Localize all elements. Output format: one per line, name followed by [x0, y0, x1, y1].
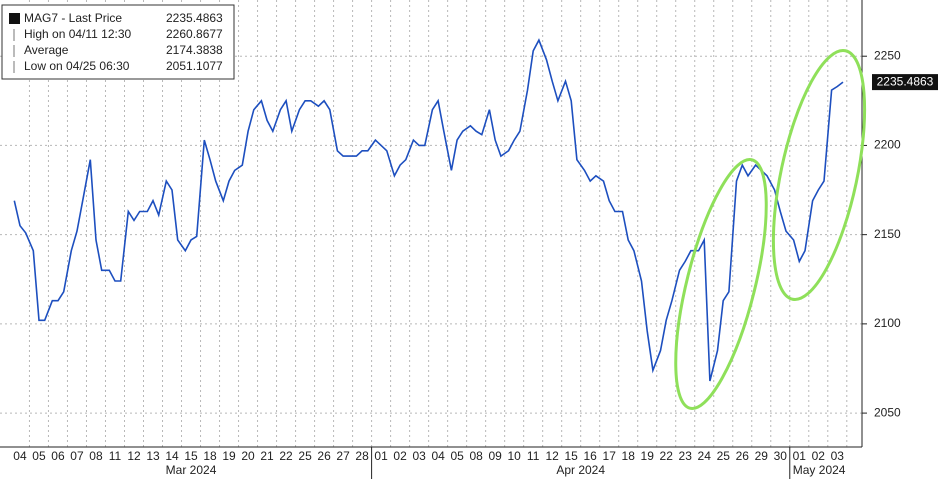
x-group-label: Mar 2024 — [166, 463, 217, 477]
x-tick-label: 04 — [13, 449, 27, 463]
x-tick-label: 22 — [660, 449, 674, 463]
x-tick-label: 23 — [679, 449, 693, 463]
x-tick-label: 26 — [736, 449, 750, 463]
legend-value: 2260.8677 — [166, 27, 223, 41]
x-tick-label: 06 — [51, 449, 65, 463]
y-tick-label: 2200 — [874, 138, 901, 152]
x-tick-label: 03 — [831, 449, 845, 463]
last-price-tag — [872, 74, 938, 91]
legend-label: MAG7 - Last Price — [24, 11, 122, 25]
price-line — [13, 38, 844, 382]
x-tick-label: 15 — [565, 449, 579, 463]
x-tick-label: 05 — [450, 449, 464, 463]
x-tick-label: 16 — [584, 449, 598, 463]
legend-label: Low on 04/25 06:30 — [24, 59, 130, 73]
x-tick-label: 19 — [641, 449, 655, 463]
legend-value: 2051.1077 — [166, 59, 223, 73]
x-tick-label: 18 — [622, 449, 636, 463]
x-tick-label: 25 — [298, 449, 312, 463]
x-tick-label: 03 — [412, 449, 426, 463]
x-tick-label: 12 — [127, 449, 141, 463]
highlight-ellipse — [674, 158, 768, 410]
highlight-ellipse — [771, 49, 867, 301]
x-tick-label: 13 — [146, 449, 160, 463]
x-tick-label: 27 — [336, 449, 350, 463]
x-tick-label: 21 — [260, 449, 274, 463]
y-tick-label: 2050 — [874, 405, 901, 419]
x-tick-label: 26 — [317, 449, 331, 463]
x-tick-label: 11 — [109, 449, 122, 463]
x-tick-label: 19 — [222, 449, 236, 463]
x-tick-label: 20 — [241, 449, 255, 463]
x-tick-label: 22 — [279, 449, 293, 463]
x-tick-label: 14 — [165, 449, 179, 463]
x-tick-label: 25 — [717, 449, 731, 463]
x-tick-label: 07 — [70, 449, 84, 463]
x-tick-label: 17 — [603, 449, 617, 463]
x-tick-label: 15 — [184, 449, 198, 463]
x-tick-label: 01 — [374, 449, 388, 463]
legend-value: 2174.3838 — [166, 43, 223, 57]
x-tick-label: 05 — [32, 449, 46, 463]
legend: MAG7 - Last Price 2235.4863 High on 04/11 … — [1, 4, 235, 80]
legend-label: High on 04/11 12:30 — [24, 27, 132, 41]
x-tick-label: 08 — [89, 449, 103, 463]
x-tick-label: 24 — [698, 449, 712, 463]
x-group-label: Apr 2024 — [556, 463, 605, 477]
y-tick-label: 2100 — [874, 316, 901, 330]
legend-value: 2235.4863 — [166, 11, 223, 25]
x-tick-label: 08 — [469, 449, 483, 463]
last-price-label: 2235.4863 — [877, 74, 934, 88]
x-tick-label: 28 — [355, 449, 369, 463]
y-tick-label: 2150 — [874, 227, 901, 241]
legend-label: Average — [24, 43, 69, 57]
x-tick-label: 09 — [488, 449, 502, 463]
x-tick-label: 18 — [203, 449, 217, 463]
x-group-label: May 2024 — [793, 463, 846, 477]
x-tick-label: 10 — [507, 449, 521, 463]
x-tick-label: 12 — [545, 449, 559, 463]
x-tick-label: 02 — [812, 449, 826, 463]
y-tick-label: 2250 — [874, 48, 901, 62]
x-tick-label: 01 — [793, 449, 807, 463]
legend-box — [1, 4, 235, 80]
legend-swatch — [9, 13, 20, 24]
x-tick-label: 30 — [774, 449, 788, 463]
x-tick-label: 02 — [393, 449, 407, 463]
x-tick-label: 29 — [755, 449, 769, 463]
x-tick-label: 04 — [431, 449, 445, 463]
x-tick-label: 11 — [527, 449, 540, 463]
